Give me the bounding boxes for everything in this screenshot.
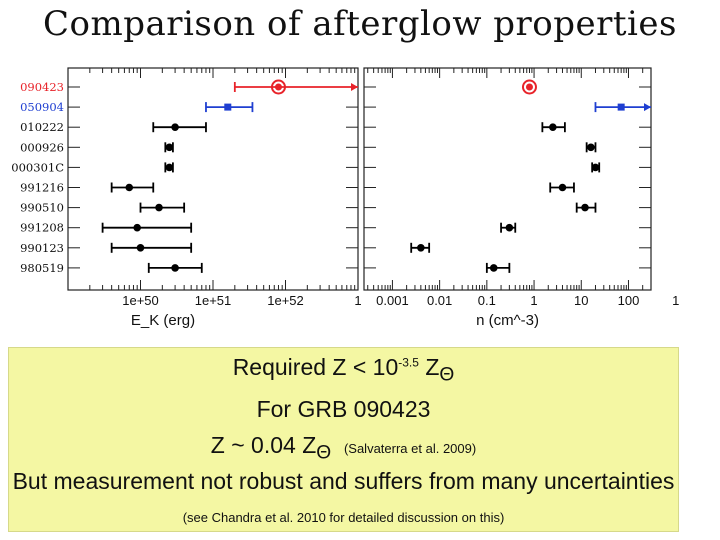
requirement-text: Required Z < 10 (232, 354, 399, 380)
data-marker (591, 163, 600, 172)
data-marker (136, 244, 145, 252)
category-label: 991216 (20, 181, 64, 195)
data-point-000926 (164, 142, 174, 153)
estimate-text: Z ~ 0.04 Z (210, 432, 317, 458)
data-marker (171, 264, 179, 272)
uncertainty-note: But measurement not robust and suffers f… (12, 468, 675, 494)
category-label: 000926 (20, 140, 64, 154)
afterglow-comparison-chart: 090423 050904 010222 000926 000301C 991216 990… (11, 67, 679, 329)
data-point-010222 (152, 122, 207, 133)
data-point-990510 (139, 202, 186, 213)
chart-panel-1: 1e+50 1e+51 1e+52 1 E_K (erg) (67, 67, 362, 329)
x-tick-label: 1e+51 (195, 293, 232, 308)
data-marker (274, 83, 282, 91)
x-tick-label: 0.001 (376, 293, 409, 308)
x-tick-label: 100 (618, 293, 640, 308)
requirement-exponent: -3.5 (398, 355, 419, 370)
data-marker (587, 143, 595, 152)
limit-arrow (644, 103, 651, 112)
data-marker (133, 223, 141, 232)
category-label: 990123 (20, 241, 64, 255)
x-tick-label: 1e+50 (122, 293, 159, 308)
requirement-sun-subscript: Θ (439, 364, 455, 386)
data-marker (171, 123, 179, 131)
reference-note: (see Chandra et al. 2010 for detailed di… (182, 510, 505, 525)
category-label: 000301C (11, 160, 64, 174)
plot-frame (363, 67, 652, 291)
data-marker (224, 103, 232, 111)
data-point-991216 (549, 182, 575, 193)
data-marker (581, 203, 589, 212)
metallicity-estimate: Z ~ 0.04 ZΘ (Salvaterra et al. 2009) (9, 432, 678, 465)
data-point-090423 (521, 79, 537, 95)
x-tick-label: 1e+52 (267, 293, 304, 308)
data-marker (505, 223, 514, 232)
x-axis-label: n (cm^-3) (476, 312, 539, 329)
data-point-000301C (164, 162, 174, 173)
data-point-050904 (205, 102, 254, 113)
plot-frame (67, 67, 359, 291)
category-label: 990510 (20, 201, 64, 215)
chart-panel-2: 0.001 0.01 0.1 1 10 100 1 n (cm^-3) (363, 67, 679, 329)
data-marker (558, 183, 567, 192)
conclusion-box: Required Z < 10-3.5 ZΘ For GRB 090423 Z … (8, 347, 679, 532)
category-label: 991208 (20, 221, 64, 235)
data-point-000301C (591, 162, 601, 173)
category-label: 090423 (20, 80, 64, 94)
category-label: 010222 (20, 120, 64, 134)
data-point-990123 (410, 242, 431, 253)
data-marker (125, 183, 134, 192)
data-point-990510 (575, 202, 597, 213)
data-point-010222 (541, 122, 566, 133)
category-label: 050904 (20, 100, 64, 114)
data-point-991216 (110, 182, 155, 193)
data-marker-ring (270, 79, 286, 95)
data-point-991208 (500, 222, 517, 233)
data-marker (417, 244, 425, 252)
x-tick-label: 1 (354, 293, 361, 308)
x-tick-label: 1 (530, 293, 537, 308)
estimate-sun-subscript: Θ (316, 442, 332, 464)
data-marker (525, 83, 533, 91)
data-point-990123 (110, 242, 193, 253)
data-point-980519 (485, 262, 511, 273)
x-tick-label: 0.1 (478, 293, 496, 308)
data-point-090423 (233, 79, 358, 95)
estimate-reference: (Salvaterra et al. 2009) (343, 441, 477, 456)
data-point-000926 (585, 142, 597, 153)
data-marker (617, 103, 625, 111)
data-marker (489, 264, 498, 272)
metallicity-requirement: Required Z < 10-3.5 ZΘ (9, 354, 678, 387)
data-marker (549, 123, 557, 131)
category-label: 980519 (20, 261, 64, 275)
data-marker (155, 203, 163, 212)
data-point-991208 (101, 222, 193, 233)
grb-label: For GRB 090423 (256, 396, 431, 422)
requirement-symbol: Z (418, 354, 440, 380)
data-marker (165, 143, 174, 152)
limit-arrow (351, 83, 358, 91)
x-axis-label: E_K (erg) (131, 312, 195, 329)
data-point-980519 (147, 262, 203, 273)
slide-title: Comparison of afterglow properties (42, 4, 677, 44)
x-tick-label: 0.01 (427, 293, 452, 308)
x-tick-label: 10 (574, 293, 588, 308)
data-point-050904 (594, 102, 651, 113)
data-marker (165, 163, 174, 172)
x-tick-label: 1 (672, 293, 679, 308)
data-marker-ring (521, 79, 537, 95)
